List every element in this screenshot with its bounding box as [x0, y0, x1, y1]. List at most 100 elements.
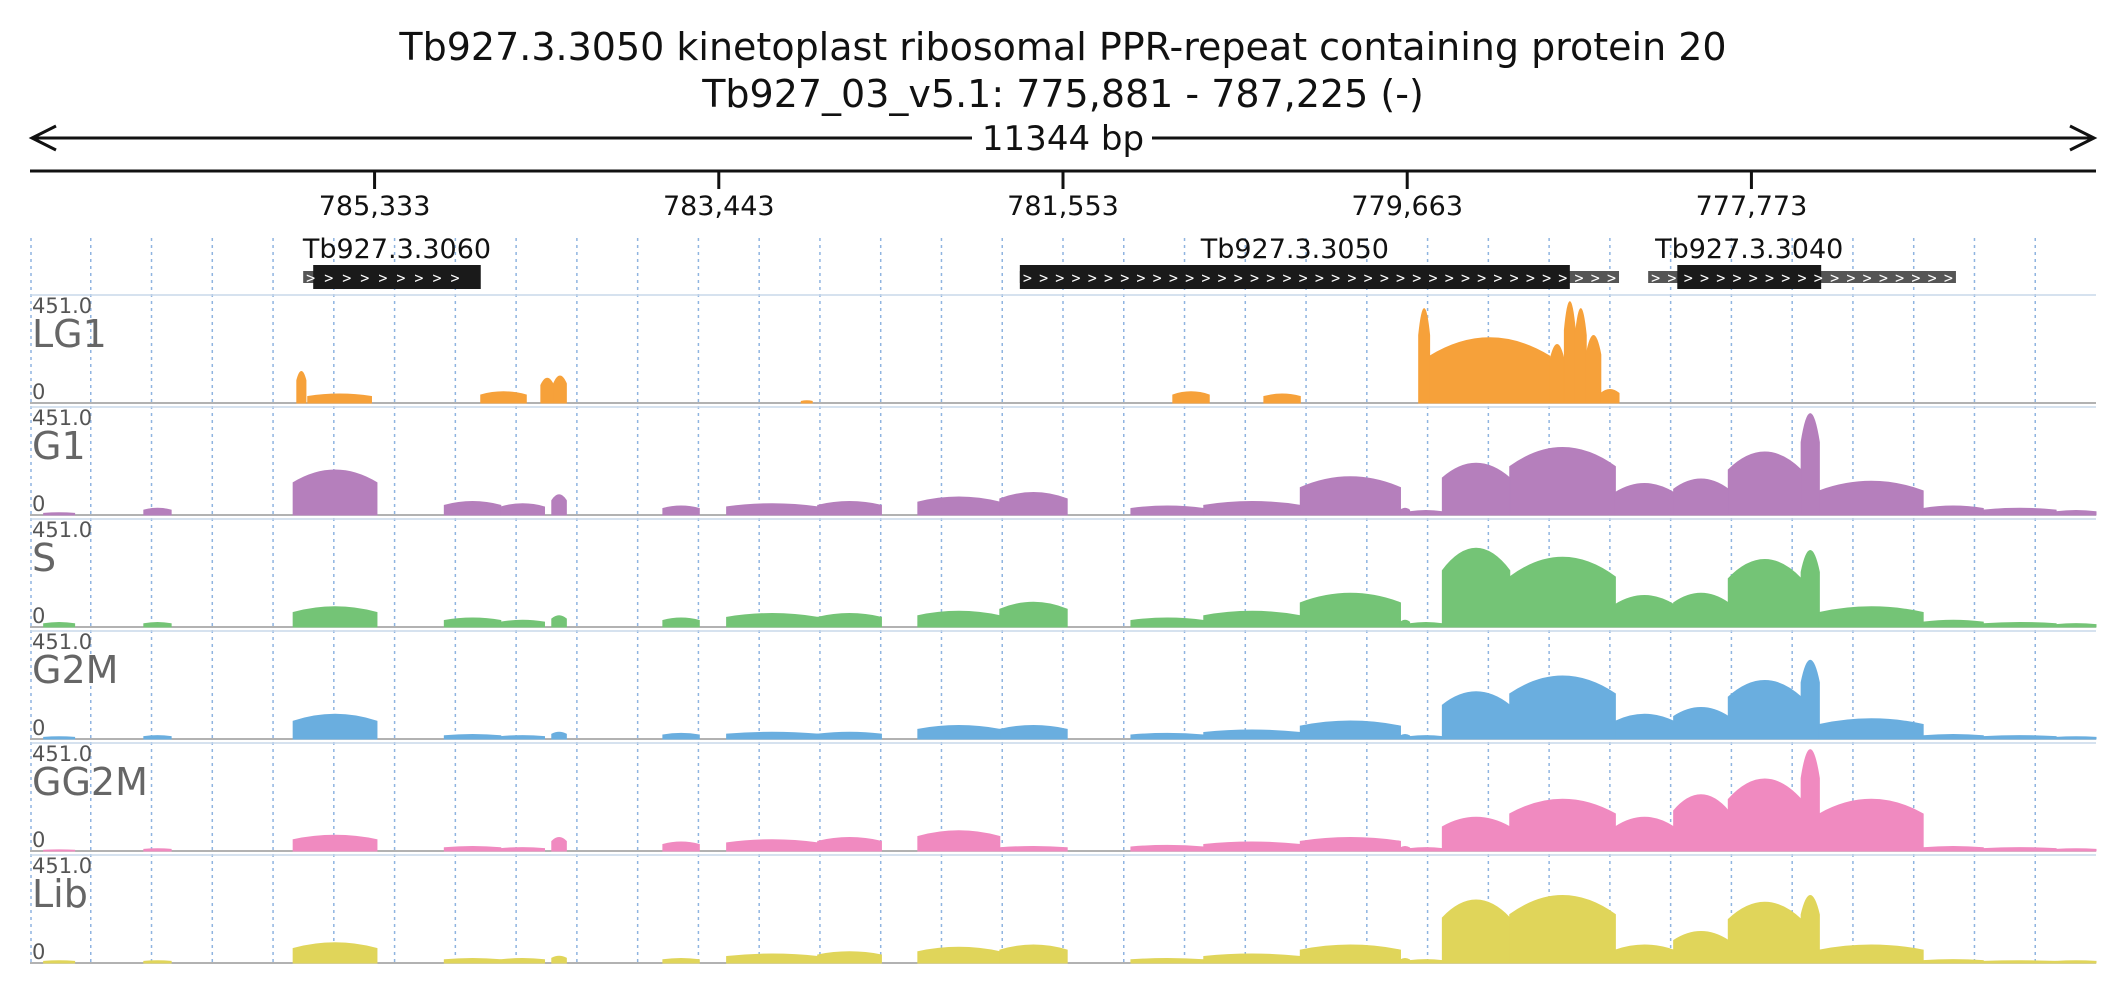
coverage-peak	[1509, 798, 1616, 852]
gene-cds-0	[313, 265, 481, 289]
coverage-peak	[1203, 610, 1301, 628]
chart-title-line2: Tb927_03_v5.1: 775,881 - 787,225 (-)	[701, 72, 1424, 116]
coverage-peak	[1574, 308, 1587, 404]
coverage-peak	[1399, 958, 1411, 964]
coverage-peak	[296, 371, 307, 404]
coverage-peak	[551, 494, 567, 516]
tick-label-3: 779,663	[1351, 191, 1463, 222]
track-ymax-label: 451.0	[32, 742, 92, 766]
coverage-peak	[1982, 735, 2057, 740]
coverage-peak	[1130, 505, 1205, 516]
coverage-peak	[1727, 778, 1802, 852]
coverage-peak	[443, 734, 502, 740]
coverage-peak	[662, 958, 700, 964]
coverage-peak	[726, 613, 819, 628]
coverage-peak	[500, 503, 545, 516]
coverage-peak	[817, 951, 882, 964]
track-lib: 451.0 0 Lib	[30, 854, 2097, 964]
coverage-peak	[443, 617, 502, 628]
coverage-peak	[726, 731, 819, 740]
coverage-peak	[551, 955, 567, 964]
coverage-peak	[1509, 675, 1616, 740]
coverage-peak	[1203, 953, 1301, 964]
coverage-peak	[43, 622, 76, 628]
coverage-peak	[1982, 507, 2057, 516]
coverage-peak	[1727, 680, 1802, 740]
coverage-peak	[817, 731, 882, 740]
gene-strand-chevrons-1: >>>>>>>>>>>>>>>>>>>>>>>>>>>>>>>>>>>>>	[1023, 269, 1616, 287]
gene-strand-chevrons-0: >>>>>>>>>	[306, 269, 459, 287]
coverage-peak	[1399, 619, 1411, 628]
coverage-peak	[143, 848, 172, 852]
coverage-peak	[1673, 931, 1729, 964]
coverage-peak	[292, 834, 378, 852]
track-name-label: LG1	[32, 312, 107, 356]
coverage-peak	[1818, 606, 1924, 628]
tick-label-4: 777,773	[1696, 191, 1808, 222]
coverage-peak	[1130, 617, 1205, 628]
coverage-peak	[1203, 841, 1301, 852]
coverage-peak	[292, 606, 378, 628]
track-ymax-label: 451.0	[32, 854, 92, 878]
coverage-peak	[1800, 413, 1820, 516]
coverage-peak	[1673, 707, 1729, 740]
coverage-peak	[2055, 736, 2097, 740]
coverage-peak	[1203, 729, 1301, 740]
coverage-peak	[1441, 691, 1511, 740]
coverage-peak	[500, 619, 545, 628]
gene-cds-1	[1019, 265, 1570, 289]
coverage-peak	[1130, 958, 1205, 964]
coverage-peak	[999, 944, 1068, 964]
coverage-peak	[1429, 337, 1551, 404]
coverage-peak	[1585, 335, 1602, 404]
coverage-peak	[1563, 301, 1576, 404]
coverage-peak	[817, 613, 882, 628]
coverage-peak	[1509, 556, 1616, 628]
coverage-peak	[1418, 308, 1431, 404]
coverage-peak	[1409, 847, 1443, 852]
track-lg1: 451.0 0 LG1	[30, 294, 2096, 404]
coverage-peak	[1130, 732, 1205, 740]
coverage-peak	[662, 732, 700, 740]
coverage-peak	[1673, 794, 1729, 852]
track-ymax-label: 451.0	[32, 406, 92, 430]
track-s: 451.0 0 S	[30, 518, 2097, 628]
coverage-peak	[1549, 344, 1565, 404]
coverage-peak	[551, 615, 567, 628]
coverage-peak	[1673, 478, 1729, 516]
coverage-peak	[1299, 720, 1401, 740]
track-ymax-label: 451.0	[32, 294, 92, 318]
coverage-peak	[1818, 944, 1924, 964]
coverage-peak	[1409, 959, 1443, 964]
track-ymin-label: 0	[32, 380, 45, 404]
tick-label-0: 785,333	[319, 191, 431, 222]
track-name-label: Lib	[32, 872, 88, 916]
gene-cds-2	[1677, 265, 1822, 289]
coverage-peak	[1982, 847, 2057, 852]
coverage-peak	[43, 960, 76, 964]
coverage-peak	[1982, 622, 2057, 628]
coverage-peak	[917, 946, 1001, 964]
track-name-label: G2M	[32, 648, 118, 692]
coverage-peak	[292, 713, 378, 740]
coverage-peak	[1441, 899, 1511, 964]
gene-label-0: Tb927.3.3060	[302, 234, 491, 265]
coverage-peak	[1800, 749, 1820, 852]
coverage-peak	[917, 830, 1001, 852]
coverage-peak	[1727, 559, 1802, 628]
coverage-peak	[1922, 619, 1984, 628]
coverage-peak	[1130, 844, 1205, 852]
gene-label-2: Tb927.3.3040	[1654, 234, 1843, 265]
coverage-peak	[999, 492, 1068, 516]
coverage-peak	[999, 601, 1068, 628]
track-ymin-label: 0	[32, 940, 45, 964]
coverage-peak	[1203, 501, 1301, 516]
coverage-peak	[800, 400, 813, 404]
coverage-peak	[2055, 510, 2097, 516]
gene-1: Tb927.3.3050 >>>>>>>>>>>>>>>>>>>>>>>>>>>>…	[1019, 234, 1620, 289]
coverage-peak	[143, 960, 172, 964]
coverage-peak	[292, 469, 378, 516]
coverage-peak	[1600, 389, 1620, 404]
coordinate-ticks: 785,333 783,443 781,553 779,663 777,773	[319, 171, 1808, 222]
coverage-peak	[1673, 592, 1729, 628]
